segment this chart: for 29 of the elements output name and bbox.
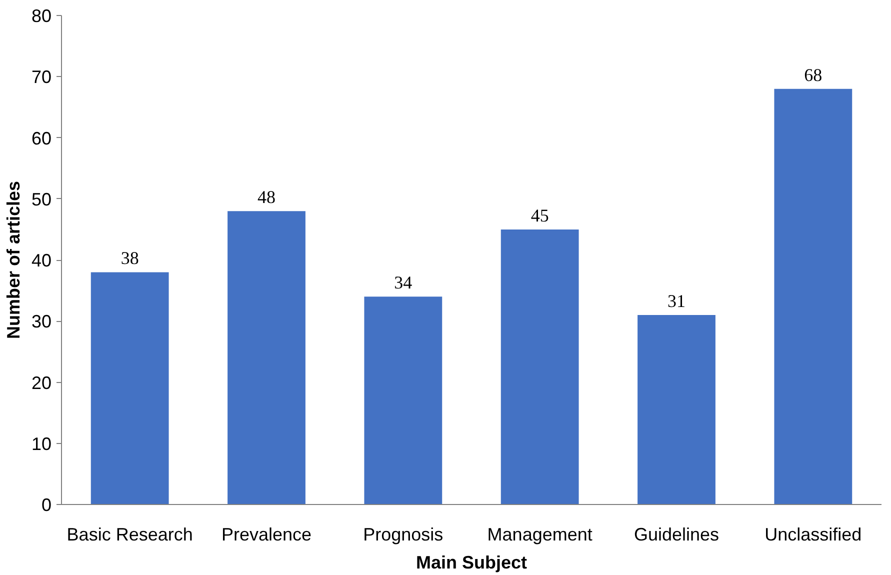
y-tick-label: 30	[31, 312, 52, 332]
y-tick-label: 50	[31, 189, 52, 210]
x-tick-label: Prognosis	[363, 524, 444, 544]
data-label: 45	[530, 205, 549, 226]
bar	[500, 229, 579, 504]
x-axis-title: Main Subject	[416, 552, 528, 572]
y-tick-label: 40	[31, 250, 52, 270]
bar	[228, 211, 306, 504]
y-tick-label: 10	[31, 434, 52, 454]
bar	[90, 272, 169, 504]
bar	[638, 315, 716, 504]
y-tick-label: 60	[31, 128, 52, 148]
data-label: 34	[394, 272, 412, 293]
y-axis-title: Number of articles	[3, 180, 24, 340]
x-tick-label: Management	[487, 524, 592, 544]
bar	[364, 296, 442, 504]
x-tick-label: Basic Research	[66, 524, 193, 544]
bar	[774, 88, 852, 504]
y-tick-label: 80	[31, 6, 52, 26]
data-label: 38	[120, 248, 139, 268]
x-tick-label: Prevalence	[221, 524, 312, 544]
y-tick-label: 20	[31, 372, 52, 393]
x-tick-label: Unclassified	[764, 524, 862, 544]
data-label: 31	[668, 291, 686, 312]
data-label: 68	[804, 64, 822, 85]
y-tick-label: 0	[41, 495, 52, 515]
y-tick-label: 70	[31, 67, 52, 88]
data-label: 48	[258, 187, 276, 208]
x-tick-label: Guidelines	[634, 524, 720, 544]
